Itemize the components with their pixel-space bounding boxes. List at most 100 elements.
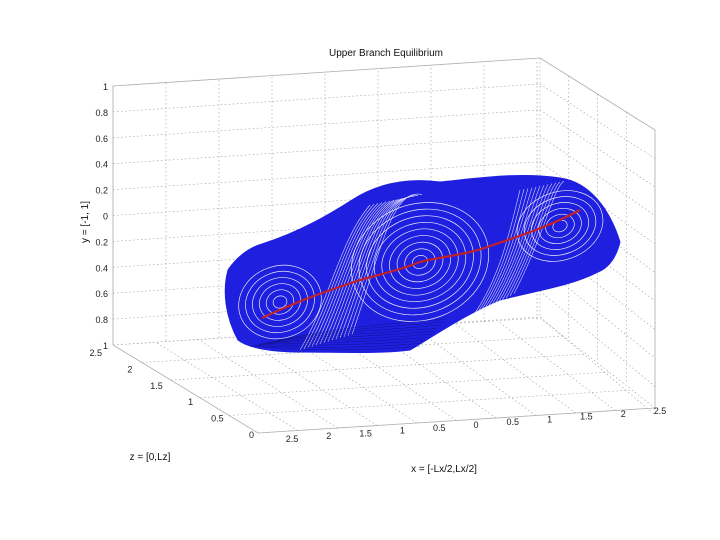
y-tick-label: 0.6 [95,289,108,299]
flow-band [477,188,529,316]
x-tick-label: 2.5 [286,434,299,444]
flow-contour [531,202,589,250]
rim-line [276,318,448,341]
y-tick-label: 1 [103,341,108,351]
flow-contour [350,202,490,322]
z-tick-label: 0.5 [211,414,224,424]
rim-line [252,342,424,348]
flow-band [509,181,561,297]
flow-band [339,196,411,339]
flow-band [505,182,557,299]
flow-contour [252,277,308,327]
y-tick-label: 0.8 [95,315,108,325]
flow-contour [373,221,467,303]
flow-contour [389,235,451,289]
y-tick-label: 1 [103,82,108,92]
rim-line [258,336,430,345]
surface-body [224,174,621,353]
streak-curve [261,209,581,319]
grid-line [112,109,541,139]
y-tick-label: 0.8 [95,108,108,118]
flow-band [501,183,553,301]
x-axis-label: x = [-Lx/2,Lx/2] [411,464,477,475]
chart-title: Upper Branch Equilibrium [329,48,443,59]
flow-contour [366,215,474,309]
y-tick-label: 0.6 [95,134,108,144]
grid-line [497,320,616,411]
y-tick-label: 0.4 [95,160,108,170]
grid-line [199,371,610,399]
z-tick-label: 1.5 [150,381,163,391]
x-tick-label: 1.5 [359,428,372,438]
streak-line [261,209,581,319]
z-axis-label: z = [0,Lz] [130,452,171,463]
rim-line [261,333,433,344]
flow-contour [381,228,459,296]
flow-band [485,186,537,311]
grid-line [539,83,656,159]
flow-contour [538,207,582,245]
rim-line [273,321,445,342]
z-tick-label: 0 [249,430,254,440]
x-tick-label: 1 [547,414,552,424]
flow-band [489,185,541,309]
x-tick-label: 1 [400,426,405,436]
rim-line [249,345,421,351]
flow-band [323,199,395,343]
flow-contour [358,208,482,316]
x-tick-label: 2 [326,431,331,441]
axis-edge [257,407,656,434]
grid-line [112,135,541,164]
grid-line [240,336,378,426]
flow-band [493,185,545,306]
flow-band [469,189,521,321]
y-tick-label: 0.2 [95,186,108,196]
flow-band [335,197,407,340]
grid-line [539,290,656,387]
y-tick-label: 0 [103,212,108,222]
x-tick-label: 0.5 [507,417,520,427]
flow-band [513,180,565,294]
flow-band [327,199,399,342]
flow-contour [272,295,288,309]
grid-line [411,325,537,416]
grid-line [228,389,633,416]
rim-line [270,324,442,343]
rim-line [255,339,427,346]
grid-line [112,161,541,190]
flow-contour [265,289,295,315]
flow-band [331,198,403,341]
x-tick-label: 2 [621,409,626,419]
y-tick-label: 0.2 [95,237,108,247]
x-tick-label: 0 [473,420,478,430]
grid-line [539,135,656,216]
flow-band [303,203,375,349]
flow-contour [245,271,315,333]
axis-edge [112,57,541,87]
flow-contour [258,283,302,321]
flow-band [307,203,379,348]
grid-line [198,339,338,429]
z-tick-label: 1 [188,397,193,407]
rim-line [264,330,436,344]
x-tick-label: 1.5 [580,412,593,422]
flow-band [351,193,423,335]
flow-band [481,187,533,313]
x-tick-label: 2.5 [654,406,667,416]
grid-line [112,316,541,346]
grid-line [454,323,576,414]
tick-labels: 10.80.60.40.200.20.40.60.812.521.510.50 2… [89,82,666,444]
z-tick-label: 2.5 [89,348,102,358]
flow-band [319,200,391,345]
grid-line [539,109,656,188]
y-tick-label: 0.4 [95,263,108,273]
grid-line [112,83,541,113]
rim-line [267,327,439,343]
flow-contour [238,264,322,340]
flow-band [473,189,525,318]
flow-band [299,204,371,351]
grid-line [539,317,656,409]
axis-edge [539,57,656,131]
